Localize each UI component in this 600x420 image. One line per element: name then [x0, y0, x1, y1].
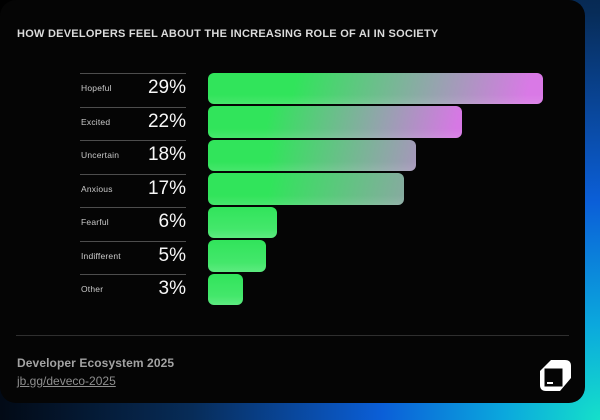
legend-row-anxious: Anxious 17% — [80, 173, 186, 208]
legend-value: 3% — [158, 278, 186, 299]
legend-label: Anxious — [81, 183, 113, 194]
legend-row-excited: Excited 22% — [80, 106, 186, 141]
bar-chart — [208, 73, 553, 307]
bar-other — [208, 273, 243, 306]
bar-hopeful — [208, 73, 543, 105]
legend-row-other: Other 3% — [80, 274, 186, 308]
legend-label: Hopeful — [81, 83, 112, 93]
legend-row-indifferent: Indifferent 5% — [80, 240, 186, 275]
jetbrains-logo-icon — [540, 360, 571, 391]
bar-anxious — [208, 173, 404, 205]
footer-source-text: Developer Ecosystem 2025 — [17, 356, 175, 370]
legend-row-fearful: Fearful 6% — [80, 207, 186, 241]
bar-excited — [208, 106, 462, 138]
chart-card: HOW DEVELOPERS FEEL ABOUT THE INCREASING… — [0, 0, 585, 403]
legend-value: 29% — [147, 77, 186, 98]
legend-label: Uncertain — [81, 150, 120, 160]
legend-row-hopeful: Hopeful 29% — [80, 73, 186, 107]
legend-label: Excited — [81, 116, 111, 127]
legend-label: Indifferent — [81, 250, 121, 261]
legend-value: 5% — [158, 244, 186, 266]
chart-title: HOW DEVELOPERS FEEL ABOUT THE INCREASING… — [17, 28, 439, 40]
footer-source-link[interactable]: jb.gg/deveco-2025 — [17, 374, 116, 388]
legend-table: Hopeful 29% Excited 22% Uncertain 18% Anxious 1… — [80, 73, 186, 308]
legend-label: Other — [81, 284, 104, 294]
legend-value: 6% — [158, 211, 186, 232]
legend-label: Fearful — [81, 217, 109, 227]
footer-divider — [16, 335, 569, 336]
legend-value: 18% — [147, 144, 186, 165]
bar-uncertain — [208, 139, 416, 172]
legend-value: 22% — [147, 110, 186, 132]
legend-row-uncertain: Uncertain 18% — [80, 140, 186, 174]
bar-fearful — [208, 206, 277, 239]
legend-value: 17% — [147, 177, 186, 199]
bar-indifferent — [208, 240, 266, 272]
